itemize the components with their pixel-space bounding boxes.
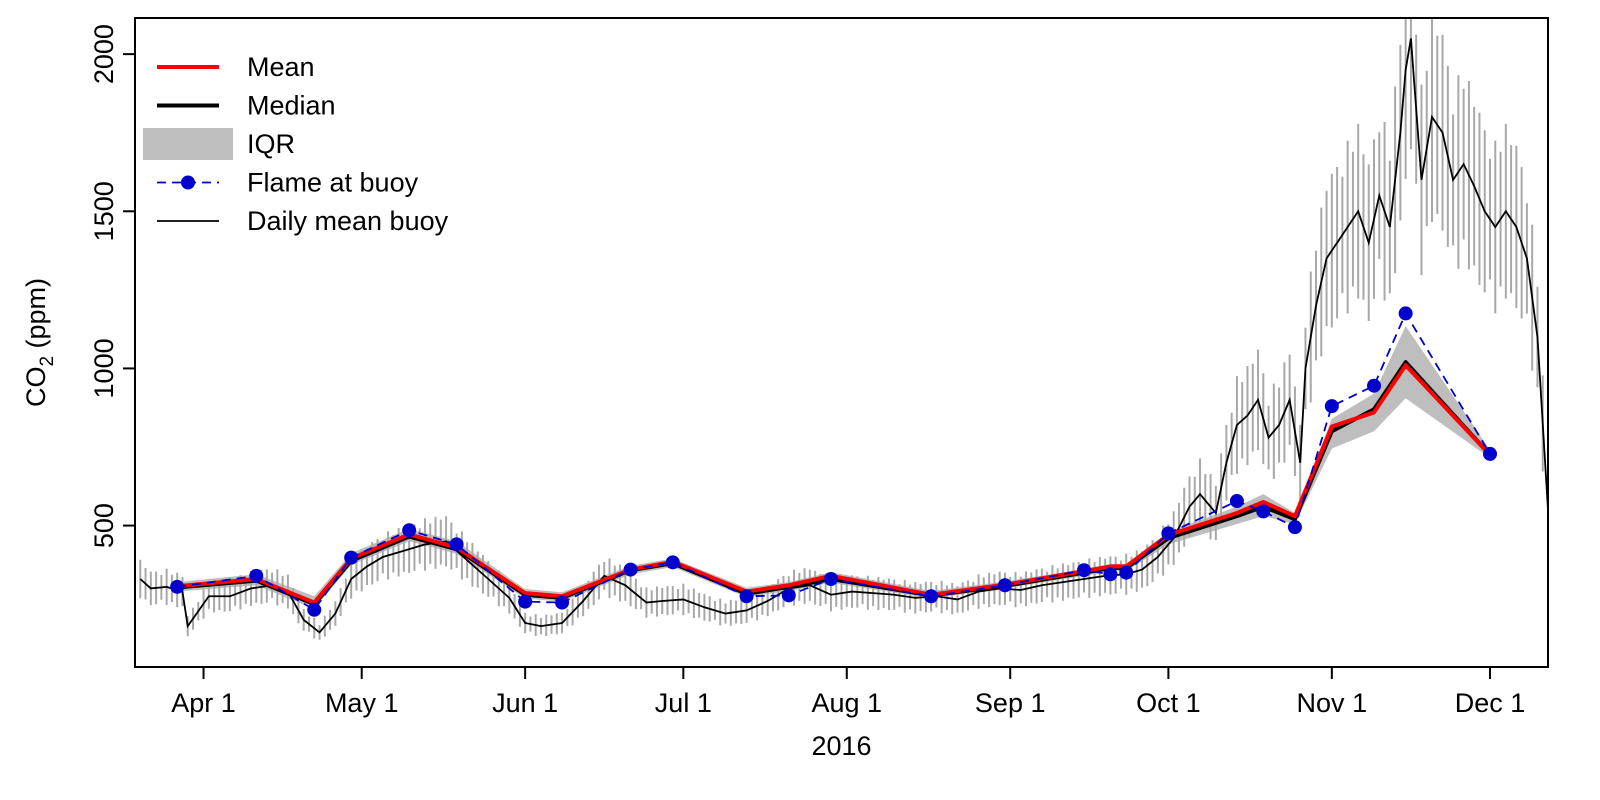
flame-at-buoy-point (1398, 306, 1413, 321)
flame-at-buoy-point (249, 568, 264, 583)
flame-at-buoy-point (1324, 399, 1339, 414)
x-tick-label: Jul 1 (655, 688, 712, 718)
x-tick-label: Sep 1 (975, 688, 1046, 718)
x-axis: Apr 1 May 1 Jun 1 Jul 1 Aug 1 Sep 1 Oct 1 Nov 1… (171, 667, 1525, 718)
x-axis-title: 2016 (811, 731, 871, 761)
legend-label: Daily mean buoy (247, 206, 449, 236)
x-tick-label: Jun 1 (492, 688, 558, 718)
median-layer (177, 360, 1492, 607)
flame-at-buoy-point (170, 579, 185, 594)
y-tick-label: 1000 (89, 338, 119, 398)
flame-at-buoy-point (1229, 494, 1244, 509)
daily-mean-buoy-layer (139, 18, 1548, 640)
iqr-layer (177, 326, 1491, 609)
legend-label: IQR (247, 129, 295, 159)
flame-at-buoy-point (518, 594, 533, 609)
flame-at-buoy-point (924, 589, 939, 604)
legend: Mean Median IQR Flame at buoy Daily mean buo… (143, 52, 449, 236)
y-axis: 500 1000 1500 2000 (89, 24, 135, 548)
mean-layer (176, 363, 1492, 605)
y-tick-label: 1500 (89, 181, 119, 241)
x-tick-label: Nov 1 (1297, 688, 1368, 718)
x-tick-label: Aug 1 (811, 688, 882, 718)
flame-at-buoy-point (781, 588, 796, 603)
flame-at-buoy-point (555, 595, 570, 610)
buoy-range-whiskers (139, 18, 1548, 640)
flame-at-buoy-point (1103, 567, 1118, 582)
legend-label: Median (247, 91, 336, 121)
flame-at-buoy-point (1256, 504, 1271, 519)
plot-frame (134, 17, 1549, 668)
flame-at-buoy-point (1367, 378, 1382, 393)
mean-line (176, 363, 1492, 605)
flame-at-buoy-point (1077, 563, 1092, 578)
flame-at-buoy-point (1287, 520, 1302, 535)
y-axis-title: CO2 (ppm) (21, 278, 58, 407)
flame-at-buoy-point (739, 589, 754, 604)
flame-at-buoy-point (823, 572, 838, 586)
legend-swatch-flame-point (181, 175, 195, 190)
flame-at-buoy-layer (170, 306, 1498, 617)
legend-swatch-iqr (143, 128, 233, 160)
iqr-band (177, 326, 1491, 609)
flame-at-buoy-point (665, 555, 680, 570)
flame-at-buoy-point (1483, 446, 1498, 461)
legend-label: Mean (247, 52, 315, 82)
flame-at-buoy-point (402, 523, 417, 538)
x-tick-label: Oct 1 (1136, 688, 1201, 718)
daily-mean-buoy-line (139, 38, 1548, 634)
y-axis-title-unit: (ppm) (21, 278, 51, 356)
y-tick-label: 2000 (89, 24, 119, 84)
y-axis-title-main: CO (21, 367, 51, 408)
legend-label: Flame at buoy (247, 168, 419, 198)
flame-at-buoy-point (623, 562, 638, 577)
x-tick-label: May 1 (325, 688, 399, 718)
x-tick-label: Apr 1 (171, 688, 236, 718)
flame-at-buoy-line (177, 311, 1491, 611)
flame-at-buoy-point (344, 550, 359, 565)
flame-at-buoy-point (307, 602, 322, 617)
x-tick-label: Dec 1 (1455, 688, 1526, 718)
y-tick-label: 500 (89, 503, 119, 548)
median-line (177, 360, 1492, 607)
flame-at-buoy-point (449, 537, 464, 552)
flame-at-buoy-point (1119, 565, 1134, 580)
y-axis-title-subscript: 2 (37, 356, 58, 367)
flame-at-buoy-point (1161, 526, 1176, 541)
flame-at-buoy-point (997, 578, 1012, 593)
